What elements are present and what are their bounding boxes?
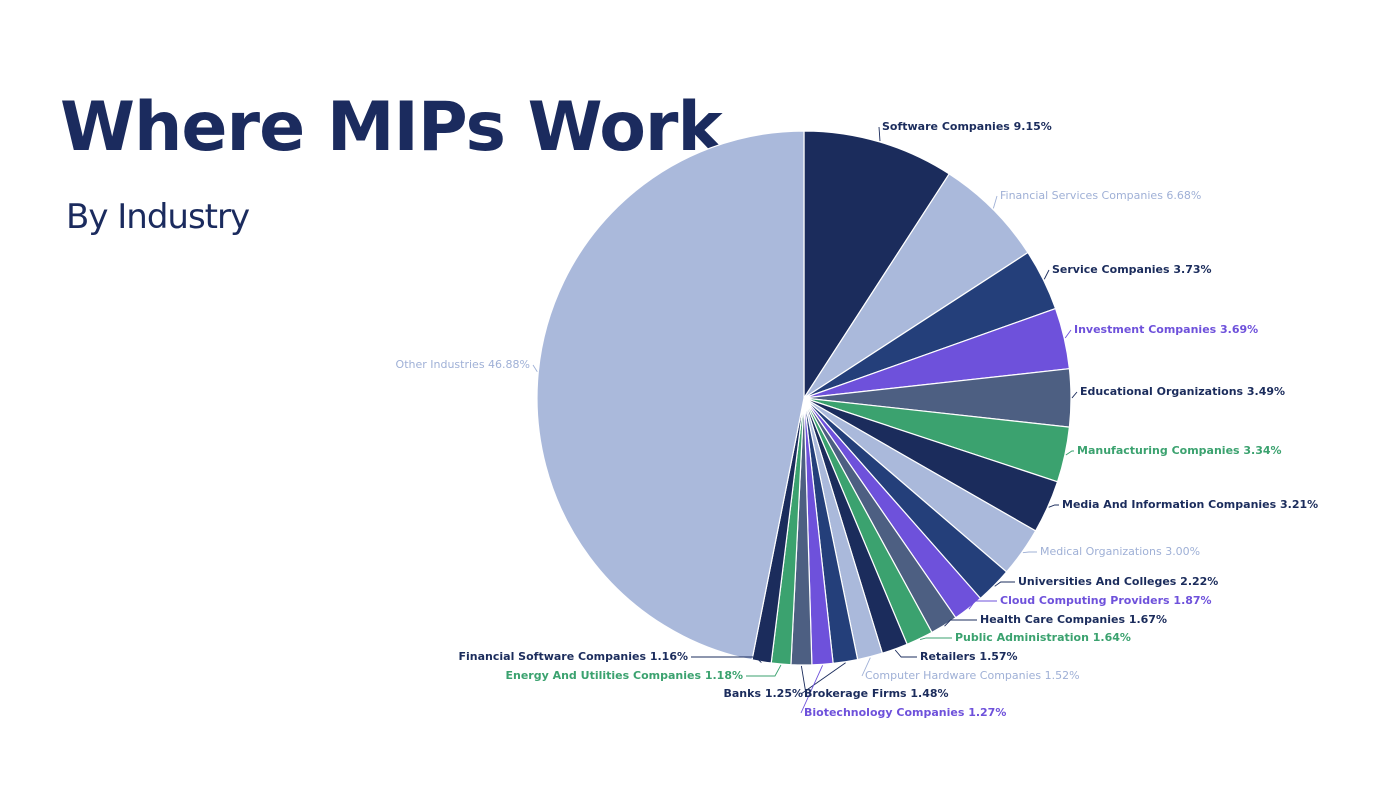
pie-labels: Software Companies 9.15% Financial Servic…: [396, 120, 1319, 719]
leader-line-retailers: [894, 649, 917, 658]
slice-label-financial-software-companies: Financial Software Companies 1.16%: [459, 650, 689, 663]
pie-slice-financial-services-companies: [803, 173, 1029, 399]
pie-slice-software-companies: [803, 130, 951, 401]
slice-label-manufacturing-companies: Manufacturing Companies 3.34%: [1077, 444, 1282, 457]
slice-label-health-care-companies: Health Care Companies 1.67%: [980, 613, 1167, 626]
page-title: Where MIPs Work: [60, 88, 723, 167]
slice-label-financial-services-companies: Financial Services Companies 6.68%: [1000, 189, 1201, 202]
slice-label-cloud-computing-providers: Cloud Computing Providers 1.87%: [1000, 594, 1212, 607]
leader-line-universities-and-colleges: [994, 581, 1015, 587]
leader-line-manufacturing-companies: [1065, 450, 1074, 456]
slice-label-computer-hardware-companies: Computer Hardware Companies 1.52%: [865, 669, 1080, 682]
leader-line-media-and-information-companies: [1048, 504, 1059, 508]
slice-label-banks: Banks 1.25%: [724, 687, 804, 700]
leader-line-cloud-computing-providers: [968, 600, 997, 610]
slice-label-software-companies: Software Companies 9.15%: [882, 120, 1052, 133]
leader-line-educational-organizations: [1071, 391, 1078, 399]
slice-label-medical-organizations: Medical Organizations 3.00%: [1040, 545, 1200, 558]
slice-label-energy-and-utilities-companies: Energy And Utilities Companies 1.18%: [505, 669, 743, 682]
leader-line-financial-software-companies: [691, 656, 762, 663]
leader-line-service-companies: [1043, 269, 1050, 280]
leader-line-biotechnology-companies: [800, 665, 824, 714]
pie-slices: [536, 130, 1072, 666]
slice-label-media-and-information-companies: Media And Information Companies 3.21%: [1062, 498, 1318, 511]
slice-label-service-companies: Service Companies 3.73%: [1052, 263, 1212, 276]
leader-line-banks: [800, 665, 807, 695]
pie-slice-other-industries: [536, 130, 805, 661]
slice-label-universities-and-colleges: Universities And Colleges 2.22%: [1018, 575, 1218, 588]
leader-line-public-administration: [919, 637, 952, 640]
leader-line-software-companies: [878, 126, 881, 142]
leader-line-energy-and-utilities-companies: [746, 664, 782, 677]
leader-line-investment-companies: [1064, 329, 1072, 339]
slice-label-other-industries: Other Industries 46.88%: [396, 358, 530, 371]
slice-label-brokerage-firms: Brokerage Firms 1.48%: [804, 687, 949, 700]
slice-label-investment-companies: Investment Companies 3.69%: [1074, 323, 1258, 336]
leader-line-brokerage-firms: [800, 662, 846, 695]
leader-line-other-industries: [532, 364, 538, 373]
leader-line-computer-hardware-companies: [861, 657, 871, 677]
page-subtitle: By Industry: [66, 197, 250, 237]
leader-line-medical-organizations: [1022, 551, 1037, 554]
slice-label-educational-organizations: Educational Organizations 3.49%: [1080, 385, 1285, 398]
leader-line-financial-services-companies: [992, 195, 998, 209]
slice-label-retailers: Retailers 1.57%: [920, 650, 1018, 663]
leader-line-health-care-companies: [944, 619, 977, 627]
slice-label-public-administration: Public Administration 1.64%: [955, 631, 1131, 644]
slice-label-biotechnology-companies: Biotechnology Companies 1.27%: [804, 706, 1006, 719]
pie-label-leaders: [532, 126, 1078, 714]
